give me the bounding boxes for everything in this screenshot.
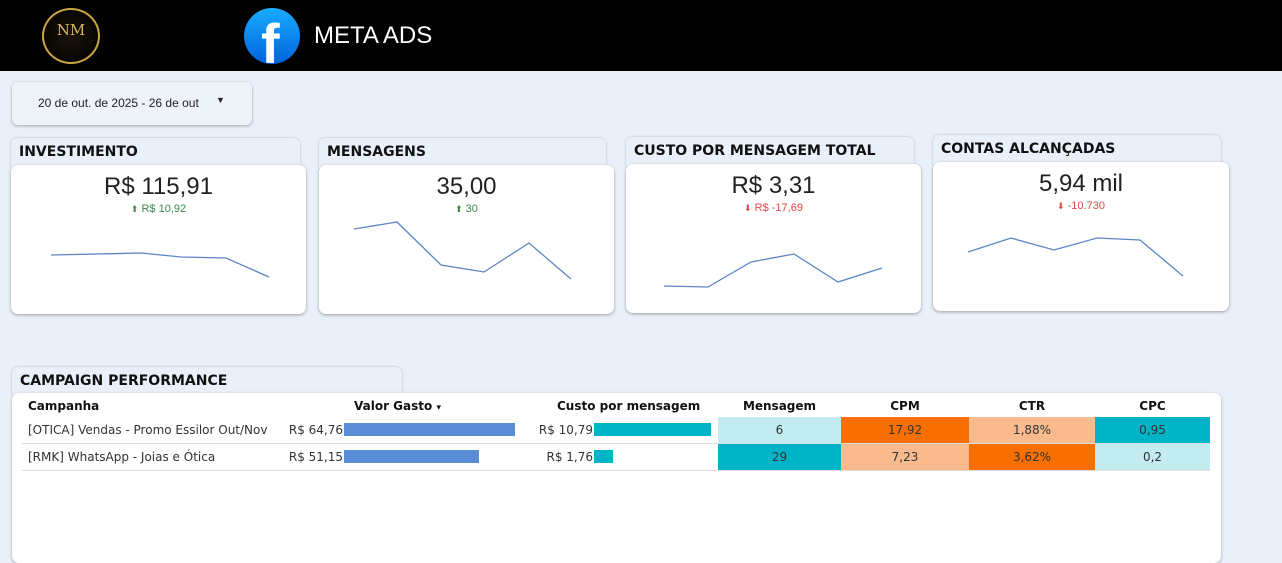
scorecard-title: MENSAGENS [319, 138, 606, 168]
col-campanha[interactable]: Campanha [28, 399, 100, 413]
date-range-value: 20 de out. de 2025 - 26 de out [38, 96, 199, 110]
top-bar: NM f META ADS [0, 0, 1282, 71]
sort-desc-icon: ▾ [436, 403, 441, 413]
scorecard-title: INVESTIMENTO [11, 138, 300, 168]
scorecard-title: CONTAS ALCANÇADAS [933, 135, 1221, 165]
valor-gasto: R$ 51,15 [288, 450, 343, 464]
scorecard-value: R$ 115,91 [104, 173, 213, 200]
delta-value: R$ 10,92 [141, 203, 187, 215]
col-label: Valor Gasto [354, 399, 433, 413]
valor-gasto-bar [344, 450, 479, 463]
scorecard-title: CUSTO POR MENSAGEM TOTAL [626, 137, 914, 167]
scorecard: R$ 3,31 ⬇ R$ -17,69 [626, 164, 921, 313]
sparkline-line [967, 237, 1184, 277]
scorecard-delta: ⬇ R$ -17,69 [626, 202, 921, 214]
col-cpm[interactable]: CPM [890, 399, 920, 413]
cpc-cell: 0,2 [1095, 444, 1210, 470]
campaign-name: [RMK] WhatsApp - Joias e Ótica [28, 450, 216, 464]
col-cpc[interactable]: CPC [1139, 399, 1166, 413]
campaign-name: [OTICA] Vendas - Promo Essilor Out/Nov [28, 423, 268, 437]
scorecard-delta: ⬆ 30 [319, 203, 614, 215]
mensagem-cell: 6 [718, 417, 841, 443]
cpm-cell: 7,23 [841, 444, 969, 470]
cpm-cell: 17,92 [841, 417, 969, 443]
chevron-down-icon: ▼ [216, 95, 225, 105]
delta-value: -10.730 [1067, 200, 1105, 212]
arrow-down-icon: ⬇ [1057, 201, 1065, 211]
scorecard: R$ 115,91 ⬆ R$ 10,92 [11, 165, 306, 314]
mensagem-cell: 29 [718, 444, 841, 470]
table-row[interactable]: [RMK] WhatsApp - Joias e Ótica R$ 51,15 … [22, 444, 1210, 471]
col-custo-mensagem[interactable]: Custo por mensagem [557, 399, 701, 413]
cpc-cell: 0,95 [1095, 417, 1210, 443]
col-valor-gasto[interactable]: Valor Gasto ▾ [354, 399, 441, 413]
arrow-up-icon: ⬆ [455, 204, 463, 214]
sparkline-line [353, 221, 572, 280]
custo-mensagem: R$ 10,79 [538, 423, 593, 437]
scorecard-value: 5,94 mil [1038, 170, 1124, 197]
valor-gasto: R$ 64,76 [288, 423, 343, 437]
col-mensagem[interactable]: Mensagem [742, 399, 817, 413]
scorecard-value: 35,00 [436, 173, 497, 200]
scorecard-delta: ⬆ R$ 10,92 [11, 203, 306, 215]
table-row[interactable]: [OTICA] Vendas - Promo Essilor Out/Nov R… [22, 417, 1210, 444]
custo-mensagem: R$ 1,76 [546, 450, 593, 464]
date-range-picker[interactable]: 20 de out. de 2025 - 26 de out ▼ [12, 82, 252, 125]
scorecard: 5,94 mil ⬇ -10.730 [933, 162, 1229, 311]
brand-logo: NM [42, 8, 100, 64]
delta-value: R$ -17,69 [754, 202, 803, 214]
page-title: META ADS [314, 22, 433, 49]
facebook-logo-icon: f [244, 8, 300, 64]
col-ctr[interactable]: CTR [1018, 399, 1046, 413]
custo-mensagem-bar [594, 450, 613, 463]
ctr-cell: 3,62% [969, 444, 1095, 470]
sparkline [967, 237, 1184, 277]
scorecard-value: R$ 3,31 [731, 172, 816, 199]
sparkline [353, 221, 572, 280]
campaign-table: Campanha Valor Gasto ▾ Custo por mensage… [12, 393, 1221, 563]
valor-gasto-bar [344, 423, 515, 436]
scorecard: 35,00 ⬆ 30 [319, 165, 614, 314]
sparkline-line [50, 252, 270, 278]
sparkline [50, 252, 270, 278]
delta-value: 30 [465, 203, 478, 215]
sparkline-line [663, 253, 883, 288]
arrow-up-icon: ⬆ [130, 204, 139, 214]
table-title: CAMPAIGN PERFORMANCE [12, 367, 402, 395]
ctr-cell: 1,88% [969, 417, 1095, 443]
sparkline [663, 253, 883, 288]
scorecard-delta: ⬇ -10.730 [933, 200, 1229, 212]
arrow-down-icon: ⬇ [744, 203, 752, 213]
custo-mensagem-bar [594, 423, 711, 436]
